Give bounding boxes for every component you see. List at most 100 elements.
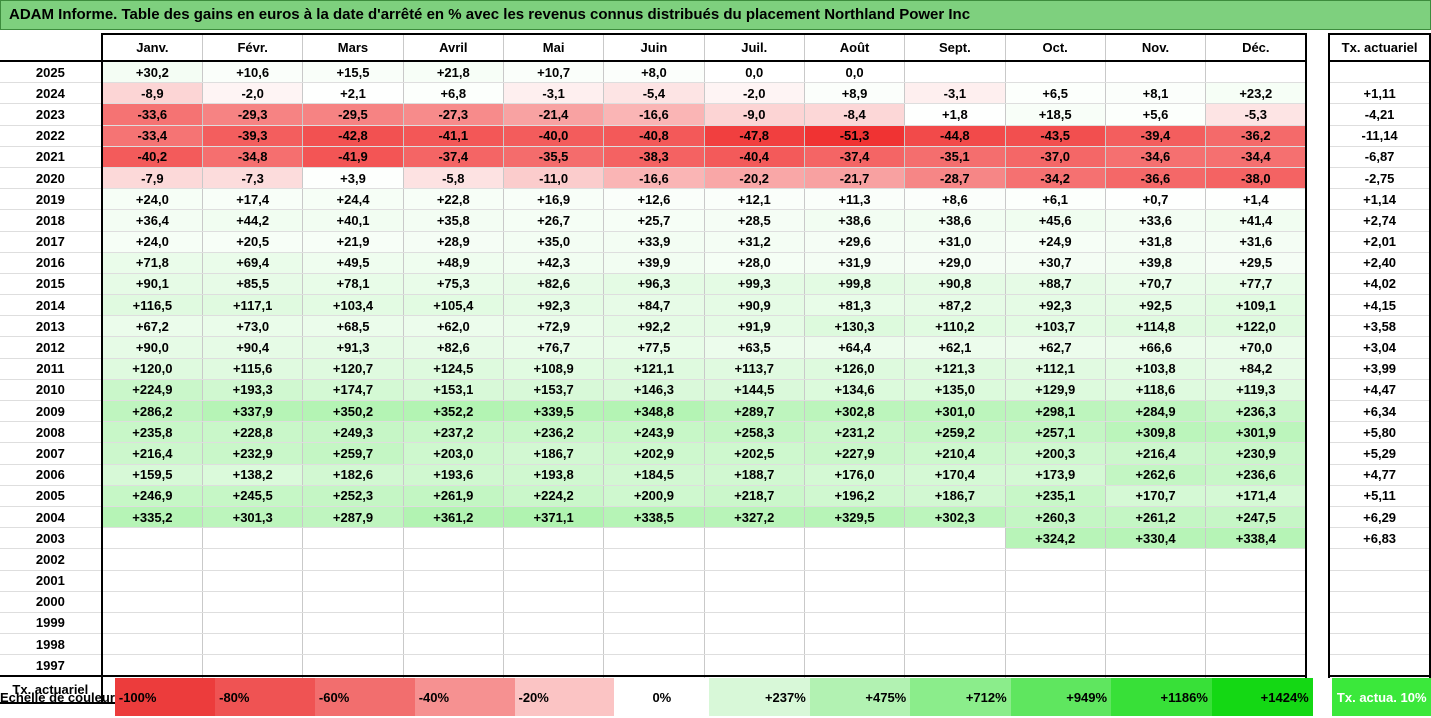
gain-cell bbox=[302, 527, 404, 550]
rate-cell bbox=[1328, 570, 1431, 592]
gain-cell: +120,7 bbox=[302, 358, 404, 380]
rate-cell: -6,87 bbox=[1328, 146, 1431, 168]
gain-cell: +8,6 bbox=[904, 188, 1006, 211]
gain-cell: -47,8 bbox=[703, 125, 805, 147]
year-cell: 2018 bbox=[0, 209, 103, 232]
gain-cell bbox=[202, 591, 303, 613]
month-header-6: Juin bbox=[603, 33, 705, 62]
average-row-label: Tx. actuariel bbox=[0, 675, 103, 705]
gain-cell: +260,3 bbox=[1004, 506, 1106, 529]
gain-cell: +114,8 bbox=[1104, 315, 1206, 338]
gain-cell: +231,2 bbox=[803, 421, 905, 444]
gain-cell: +90,9 bbox=[703, 294, 805, 317]
gain-cell: +289,7 bbox=[703, 400, 805, 423]
gain-cell: +6,5 bbox=[1004, 82, 1106, 105]
gain-cell bbox=[603, 527, 705, 550]
gain-cell: +29,0 bbox=[904, 252, 1006, 274]
year-cell: 2024 bbox=[0, 82, 103, 105]
rate-cell: +3,99 bbox=[1328, 358, 1431, 380]
year-cell: 2015 bbox=[0, 273, 103, 296]
gain-cell: +202,9 bbox=[603, 442, 705, 465]
gain-cell: +12,1 bbox=[703, 188, 805, 211]
gain-cell: +232,9 bbox=[202, 442, 303, 465]
gain-cell bbox=[1205, 591, 1308, 613]
gain-cell bbox=[904, 570, 1006, 592]
gain-cell: +337,9 bbox=[202, 400, 303, 423]
gain-cell: +122,0 bbox=[1205, 315, 1308, 338]
gain-cell bbox=[703, 633, 805, 656]
year-cell: 2003 bbox=[0, 527, 103, 550]
gain-cell bbox=[603, 612, 705, 635]
gain-cell: -34,2 bbox=[1004, 167, 1106, 190]
gain-cell: +73,0 bbox=[202, 315, 303, 338]
gain-cell: +44,2 bbox=[202, 209, 303, 232]
color-scale-swatch: +712% bbox=[910, 678, 1011, 716]
gain-cell bbox=[202, 654, 303, 677]
table-row: 2018 +36,4 +44,2 +40,1 +35,8 +26,7 +25,7 +28,5 +… bbox=[0, 209, 1431, 232]
gain-cell: +41,4 bbox=[1205, 209, 1308, 232]
gain-cell: +38,6 bbox=[904, 209, 1006, 232]
gain-cell: +216,4 bbox=[1104, 442, 1206, 465]
table-row: 2012 +90,0 +90,4 +91,3 +82,6 +76,7 +77,5 +63,5 +… bbox=[0, 336, 1431, 359]
gain-cell: -27,3 bbox=[402, 103, 504, 126]
year-cell: 2011 bbox=[0, 358, 103, 380]
year-cell: 2000 bbox=[0, 591, 103, 613]
gain-cell: +200,9 bbox=[603, 485, 705, 507]
rate-scale-swatch: Tx. actua. 10% bbox=[1332, 678, 1431, 716]
gain-cell bbox=[1004, 591, 1106, 613]
year-cell: 2001 bbox=[0, 570, 103, 592]
table-row: 2024 -8,9 -2,0 +2,1 +6,8 -3,1 -5,4 -2,0 +8,9 -3,1… bbox=[0, 82, 1431, 105]
gain-cell: +10,7 bbox=[502, 61, 604, 84]
gain-cell: +67,2 bbox=[101, 315, 203, 338]
column-gap bbox=[1305, 548, 1331, 570]
column-gap bbox=[1305, 61, 1331, 83]
table-body: 2025 +30,2 +10,6 +15,5 +21,8 +10,7 +8,0 0,0 0,0 2… bbox=[0, 61, 1431, 705]
month-header-5: Mai bbox=[502, 33, 604, 62]
gain-cell bbox=[803, 654, 905, 677]
gain-cell: 0,0 bbox=[703, 61, 805, 84]
gain-cell: +6,1 bbox=[1004, 188, 1106, 211]
gain-cell: +10,6 bbox=[202, 61, 303, 84]
gain-cell bbox=[803, 527, 905, 550]
month-header-8: Août bbox=[803, 33, 905, 62]
gain-cell: -21,4 bbox=[502, 103, 604, 126]
gain-cell: +103,8 bbox=[1104, 358, 1206, 380]
gain-cell: +15,5 bbox=[302, 61, 404, 84]
column-gap bbox=[1305, 358, 1331, 380]
gain-cell: -21,7 bbox=[803, 167, 905, 190]
rate-cell: +6,29 bbox=[1328, 506, 1431, 529]
gain-cell: +196,2 bbox=[803, 485, 905, 507]
gain-cell: +252,3 bbox=[302, 485, 404, 507]
gain-cell: +218,7 bbox=[703, 485, 805, 507]
gain-cell bbox=[1004, 548, 1106, 571]
gain-cell bbox=[1205, 612, 1308, 635]
rate-cell bbox=[1328, 548, 1431, 571]
gain-cell: +202,5 bbox=[703, 442, 805, 465]
color-scale-swatch: +237% bbox=[709, 678, 810, 716]
gain-cell bbox=[202, 633, 303, 656]
gain-cell: +171,4 bbox=[1205, 485, 1308, 507]
gain-cell: +24,4 bbox=[302, 188, 404, 211]
gain-cell: +116,5 bbox=[101, 294, 203, 317]
rate-cell: -11,14 bbox=[1328, 125, 1431, 147]
gain-cell bbox=[502, 527, 604, 550]
table-row: 2021 -40,2 -34,8 -41,9 -37,4 -35,5 -38,3 -40,4-… bbox=[0, 146, 1431, 168]
gain-cell bbox=[502, 654, 604, 677]
gain-cell bbox=[402, 570, 504, 592]
column-gap bbox=[1305, 654, 1331, 677]
gain-cell: +33,6 bbox=[1104, 209, 1206, 232]
gain-cell: +21,9 bbox=[302, 231, 404, 253]
gain-cell: +92,3 bbox=[1004, 294, 1106, 317]
gain-cell: +261,2 bbox=[1104, 506, 1206, 529]
gain-cell: +62,0 bbox=[402, 315, 504, 338]
gain-cell bbox=[302, 591, 404, 613]
gain-cell: -20,2 bbox=[703, 167, 805, 190]
month-header-11: Nov. bbox=[1104, 33, 1206, 62]
rate-cell: -4,21 bbox=[1328, 103, 1431, 126]
gain-cell: +31,8 bbox=[1104, 231, 1206, 253]
gain-cell: +35,8 bbox=[402, 209, 504, 232]
gain-cell: +134,6 bbox=[803, 379, 905, 402]
gain-cell: +335,2 bbox=[101, 506, 203, 529]
color-scale-swatch: -80% bbox=[215, 678, 315, 716]
rate-cell: +4,77 bbox=[1328, 464, 1431, 486]
